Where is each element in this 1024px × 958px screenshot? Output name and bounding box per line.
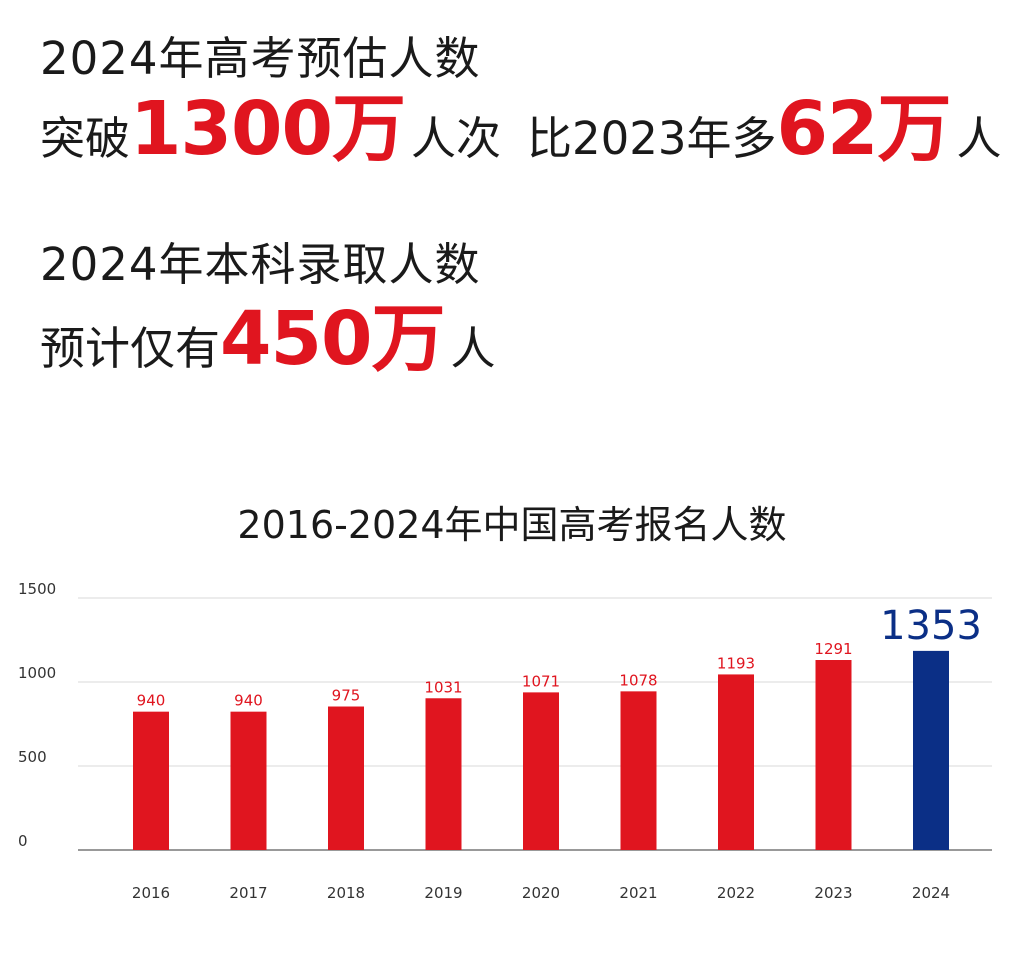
bar-2018 xyxy=(328,706,364,850)
value-label-2021: 1078 xyxy=(619,671,657,689)
bar-2020 xyxy=(523,692,559,850)
headline-suffix: 人 xyxy=(956,112,1002,165)
headline-line-2: 突破 1300万 人次 比2023年多 62万 人 xyxy=(40,92,1002,167)
value-label-2020: 1071 xyxy=(522,672,560,690)
headline-subtitle: 2024年本科录取人数 xyxy=(40,238,481,291)
chart-title: 2016-2024年中国高考报名人数 xyxy=(237,503,786,547)
value-label-2016: 940 xyxy=(137,692,166,710)
headline-suffix-2: 人 xyxy=(450,322,496,375)
x-tick-label: 2021 xyxy=(619,884,657,902)
bar-2022 xyxy=(718,674,754,850)
y-tick-label: 1000 xyxy=(18,664,56,682)
headline-line-4: 预计仅有 450万 人 xyxy=(40,302,496,377)
y-tick-label: 1500 xyxy=(18,580,56,598)
value-label-2019: 1031 xyxy=(424,678,462,696)
bar-2024 xyxy=(913,650,949,850)
x-tick-label: 2016 xyxy=(132,884,170,902)
headline-prefix-2: 预计仅有 xyxy=(40,322,221,375)
headline-increase-number: 62万 xyxy=(776,86,952,172)
chart-bars xyxy=(133,650,949,850)
value-label-2023: 1291 xyxy=(814,640,852,658)
headline-prefix: 突破 xyxy=(40,112,131,165)
headline-line-3: 2024年本科录取人数 xyxy=(40,228,481,293)
x-tick-label: 2017 xyxy=(229,884,267,902)
x-tick-label: 2022 xyxy=(717,884,755,902)
y-tick-label: 500 xyxy=(18,748,47,766)
bar-2016 xyxy=(133,711,169,850)
y-tick-label: 0 xyxy=(18,832,28,850)
headline-unit: 人次 xyxy=(410,112,501,165)
x-tick-label: 2018 xyxy=(327,884,365,902)
value-label-2024: 1353 xyxy=(880,603,982,649)
headline-title: 2024年高考预估人数 xyxy=(40,32,481,85)
bar-2019 xyxy=(425,698,462,850)
value-label-2017: 940 xyxy=(234,692,263,710)
x-tick-label: 2020 xyxy=(522,884,560,902)
bar-2021 xyxy=(620,691,657,850)
x-tick-label: 2023 xyxy=(814,884,852,902)
value-label-2022: 1193 xyxy=(717,654,755,672)
headline-big-number: 1300万 xyxy=(130,86,406,172)
bar-chart: 2016-2024年中国高考报名人数 0 500 1000 1500 940 2016 94… xyxy=(18,503,992,902)
headline-compare: 比2023年多 xyxy=(527,112,777,165)
x-tick-label: 2019 xyxy=(424,884,462,902)
value-label-2018: 975 xyxy=(332,687,361,705)
chart-labels: 0 500 1000 1500 940 2016 940 2017 975 2018 1031 201… xyxy=(18,580,982,902)
x-tick-label: 2024 xyxy=(912,884,950,902)
bar-2017 xyxy=(230,711,267,850)
headline-line-1: 2024年高考预估人数 xyxy=(40,22,481,87)
bar-2023 xyxy=(815,660,852,850)
headline-admission-number: 450万 xyxy=(220,296,445,382)
